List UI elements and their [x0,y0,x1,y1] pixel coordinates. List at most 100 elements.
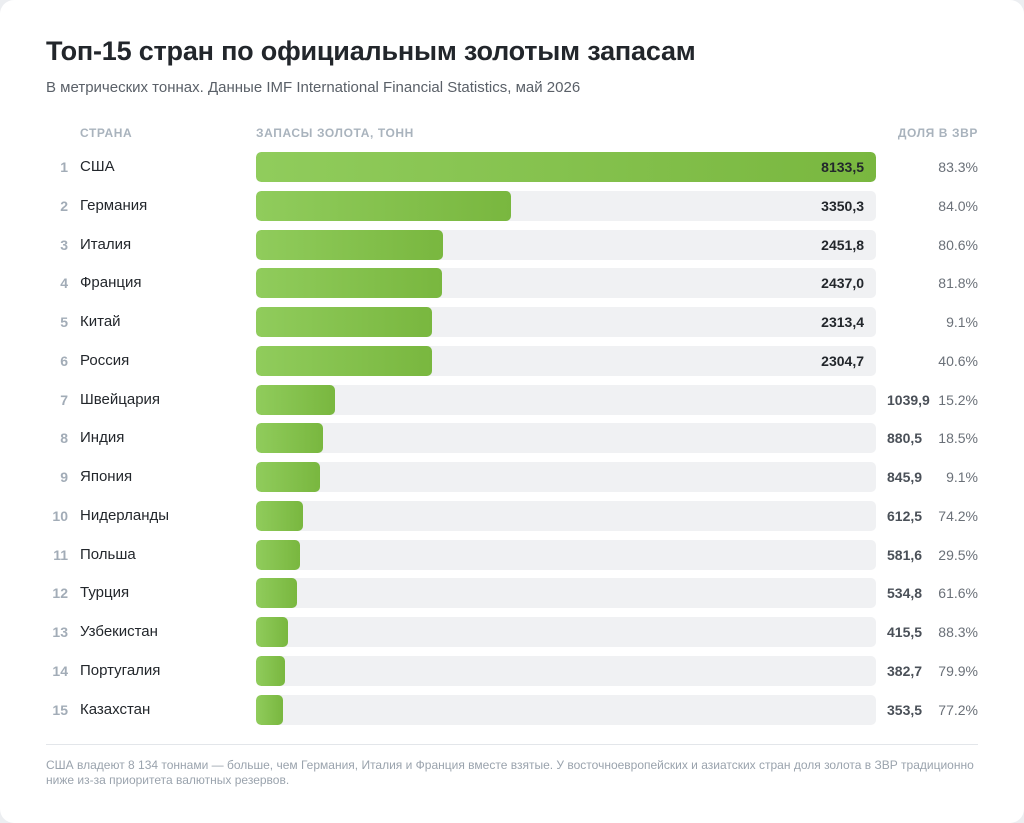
rank-label: 8 [60,430,68,447]
share-label: 77.2% [938,701,978,718]
rank-label: 6 [60,352,68,369]
country-label: Германия [80,196,148,214]
rank-label: 11 [53,546,68,563]
bar-track: 8133,5 [256,152,876,182]
bar-track [256,578,876,609]
bar-row: 9 Япония 845,9 9.1% [0,462,1024,492]
share-label: 88.3% [938,624,978,640]
footnote: США владеют 8 134 тоннами — больше, чем … [46,758,974,787]
country-label: Япония [80,468,133,485]
bar-track: 2313,4 [256,307,876,337]
bar-row: 15 Казахстан 353,5 77.2% [0,694,1024,725]
rank-label: 1 [60,159,68,175]
share-label: 83.3% [938,159,978,175]
share-label: 80.6% [938,236,978,253]
share-label: 18.5% [938,430,978,447]
bar-track [256,384,876,415]
rank-label: 12 [52,585,68,602]
share-label: 29.5% [938,546,978,563]
rank-label: 2 [60,197,68,214]
share-label: 15.2% [938,391,978,408]
bar-track [256,617,876,647]
country-label: Россия [80,351,130,369]
rank-label: 3 [60,236,68,253]
value-label: 3350,3 [821,197,864,214]
page-title: Топ-15 стран по официальным золотым запа… [46,36,696,66]
share-label: 9.1% [946,314,978,330]
bar-row: 12 Турция 534,8 61.6% [0,578,1024,609]
rank-label: 10 [52,507,68,524]
share-label: 40.6% [938,352,978,369]
share-label: 61.6% [938,585,978,602]
bar [256,694,283,725]
value-label: 1039,9 [887,391,930,408]
value-label: 353,5 [887,701,923,718]
bar-row: 7 Швейцария 1039,9 15.2% [0,384,1024,415]
rank-label: 5 [60,314,68,330]
bar-row: 2 Германия 3350,3 84.0% [0,190,1024,221]
bar [256,617,288,647]
share-label: 74.2% [938,507,978,524]
country-label: Турция [80,584,130,602]
bar-row: 10 Нидерланды 612,5 74.2% [0,500,1024,531]
country-label: Италия [80,235,132,253]
column-header-reserves: ЗАПАСЫ ЗОЛОТА, ТОНН [256,126,414,140]
value-label: 612,5 [887,507,923,524]
rank-label: 9 [60,469,68,485]
bar-track [256,500,876,531]
country-label: США [80,158,115,175]
value-label: 2313,4 [821,314,864,330]
bar-row: 1 США 8133,5 83.3% [0,152,1024,182]
bar-track: 2437,0 [256,268,876,299]
bar-row: 11 Польша 581,6 29.5% [0,539,1024,570]
country-label: Нидерланды [80,506,170,524]
bar [256,229,443,260]
value-label: 2304,7 [821,352,864,369]
bar [256,307,433,337]
bar [256,384,336,415]
bar-track [256,655,876,686]
bar [256,578,297,609]
bar-track [256,462,876,492]
value-label: 415,5 [887,624,923,640]
country-label: Индия [80,429,125,447]
bar [256,655,286,686]
country-label: Китай [80,313,121,330]
bar [256,345,432,376]
column-header-share: ДОЛЯ В ЗВР [897,126,978,140]
bar-row: 13 Узбекистан 415,5 88.3% [0,617,1024,647]
bar-track [256,539,876,570]
bar-row: 14 Португалия 382,7 79.9% [0,655,1024,686]
country-label: Франция [80,274,142,292]
bar-row: 3 Италия 2451,8 80.6% [0,229,1024,260]
rank-label: 14 [52,662,68,679]
bar [256,268,442,299]
bar-row: 6 Россия 2304,7 40.6% [0,345,1024,376]
bar-row: 4 Франция 2437,0 81.8% [0,268,1024,299]
country-label: Казахстан [80,700,151,718]
divider [46,744,978,745]
bar [256,539,301,570]
bar [256,152,876,182]
bar-track: 2304,7 [256,345,876,376]
bar-track: 3350,3 [256,190,876,221]
bar [256,423,324,454]
country-label: Швейцария [80,390,161,408]
bar-row: 8 Индия 880,5 18.5% [0,423,1024,454]
bar [256,500,303,531]
column-header-country: СТРАНА [80,126,133,140]
bar-row: 5 Китай 2313,4 9.1% [0,307,1024,337]
value-label: 2451,8 [821,236,864,253]
share-label: 79.9% [938,662,978,679]
bar-track: 2451,8 [256,229,876,260]
value-label: 534,8 [887,585,923,602]
rank-label: 7 [60,391,68,408]
bar-track [256,423,876,454]
share-label: 9.1% [946,469,978,485]
value-label: 880,5 [887,430,923,447]
bar [256,462,321,492]
value-label: 8133,5 [821,159,864,175]
country-label: Узбекистан [80,623,158,640]
value-label: 581,6 [887,546,923,563]
